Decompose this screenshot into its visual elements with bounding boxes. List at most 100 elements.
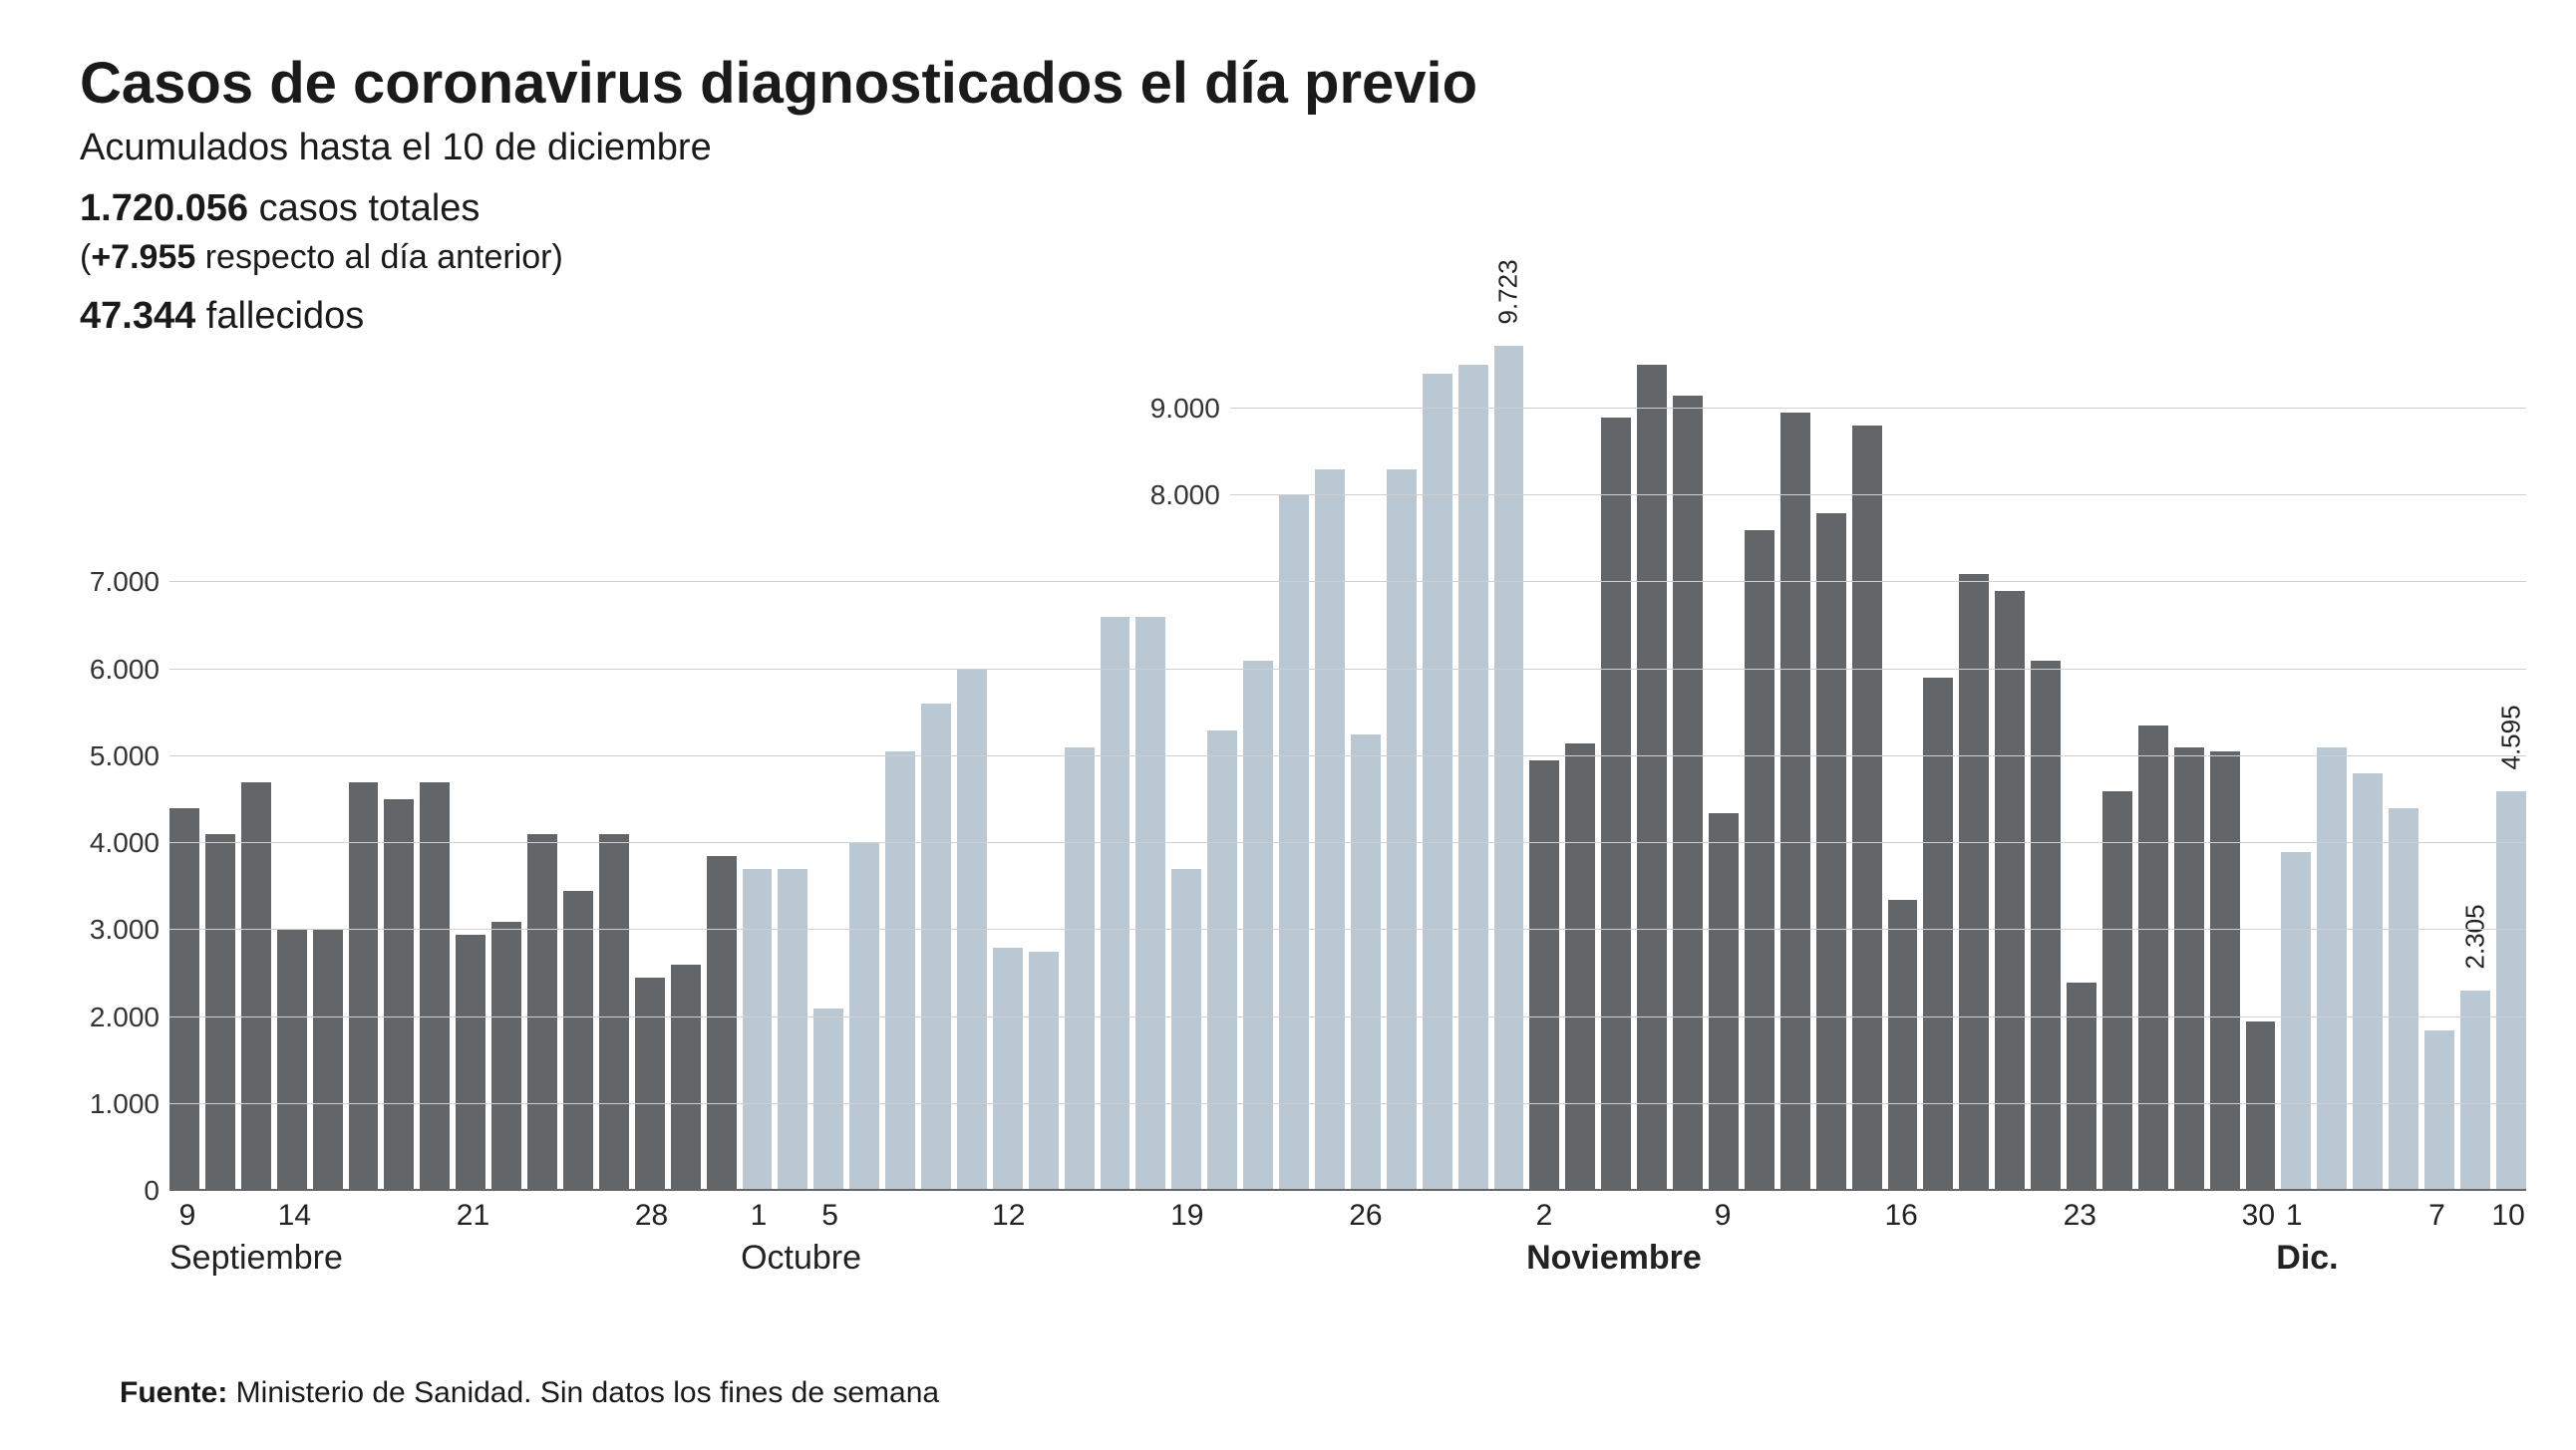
bar — [599, 834, 629, 1191]
gridline — [169, 929, 2526, 930]
bar — [1852, 426, 1882, 1191]
bar — [1243, 661, 1273, 1191]
bar — [1888, 900, 1918, 1191]
bar — [993, 948, 1023, 1191]
y-tick-label: 6.000 — [70, 654, 160, 686]
gridline — [1230, 494, 2526, 495]
y-tick-label: 9.000 — [1130, 393, 1220, 425]
bar — [2353, 773, 2383, 1191]
gridline — [169, 755, 2526, 756]
bar — [2210, 751, 2240, 1191]
bar — [1673, 396, 1703, 1191]
source-line: Fuente: Ministerio de Sanidad. Sin datos… — [120, 1376, 939, 1410]
bar — [420, 782, 450, 1191]
total-cases-num: 1.720.056 — [80, 187, 248, 229]
y-tick-label: 5.000 — [70, 740, 160, 772]
bar — [1351, 734, 1381, 1191]
x-tick-label: 9 — [179, 1199, 196, 1233]
bar-value-label: 9.723 — [1493, 259, 1524, 324]
bar — [2102, 791, 2132, 1191]
bar — [671, 965, 701, 1191]
x-month-label: Septiembre — [169, 1239, 343, 1278]
x-tick-label: 7 — [2428, 1199, 2445, 1233]
bar — [1959, 574, 1989, 1191]
bar — [2281, 852, 2311, 1191]
daily-change-line: (+7.955 respecto al día anterior) — [80, 238, 2496, 277]
bar — [1135, 617, 1165, 1191]
bar — [1387, 469, 1417, 1191]
y-tick-label: 4.000 — [70, 827, 160, 859]
daily-change-num: +7.955 — [91, 238, 195, 276]
bar — [1709, 813, 1739, 1192]
source-text: Ministerio de Sanidad. Sin datos los fin… — [236, 1376, 939, 1409]
y-tick-label: 8.000 — [1130, 479, 1220, 511]
gridline — [169, 1103, 2526, 1104]
x-tick-label: 14 — [278, 1199, 311, 1233]
source-bold: Fuente: — [120, 1376, 227, 1409]
bar — [1601, 418, 1631, 1191]
x-tick-label: 23 — [2064, 1199, 2096, 1233]
deaths-label: fallecidos — [206, 295, 364, 337]
bar — [778, 869, 807, 1191]
bar — [849, 843, 879, 1191]
bar — [707, 856, 737, 1191]
x-axis: 914212815121926291623301710SeptiembreOct… — [169, 1191, 2526, 1291]
x-tick-label: 19 — [1170, 1199, 1203, 1233]
bar — [1065, 747, 1095, 1191]
bar — [2389, 808, 2418, 1191]
bar — [527, 834, 557, 1191]
bar — [1171, 869, 1201, 1191]
x-tick-label: 21 — [457, 1199, 489, 1233]
bar: 2.305 — [2460, 991, 2490, 1191]
daily-change-label: respecto al día anterior) — [205, 238, 563, 276]
bar — [635, 978, 665, 1191]
bar — [1207, 730, 1237, 1191]
bar — [2138, 725, 2168, 1191]
bar — [1529, 760, 1559, 1191]
x-tick-label: 28 — [635, 1199, 668, 1233]
bar — [2067, 983, 2096, 1191]
chart-subtitle: Acumulados hasta el 10 de diciembre — [80, 127, 2496, 169]
gridline — [169, 669, 2526, 670]
bar — [885, 751, 915, 1191]
bars-container: 9.7232.3054.595 — [169, 339, 2526, 1191]
paren-open: ( — [80, 238, 91, 276]
bar — [169, 808, 199, 1191]
bar — [1995, 591, 2025, 1191]
bar — [1637, 365, 1667, 1191]
plot-area: 9.7232.3054.595 01.0002.0003.0004.0005.0… — [169, 339, 2526, 1191]
bar — [921, 704, 951, 1191]
gridline — [169, 842, 2526, 843]
bar — [563, 891, 593, 1191]
bar — [491, 922, 521, 1191]
x-month-label: Octubre — [741, 1239, 861, 1278]
bar — [1458, 365, 1488, 1191]
bar — [1101, 617, 1130, 1191]
x-tick-label: 2 — [1536, 1199, 1553, 1233]
y-tick-label: 1.000 — [70, 1088, 160, 1120]
total-cases-line: 1.720.056 casos totales — [80, 187, 2496, 230]
bar-value-label: 2.305 — [2459, 904, 2490, 969]
bar — [1565, 743, 1595, 1191]
bar — [313, 930, 343, 1191]
x-tick-label: 1 — [2286, 1199, 2303, 1233]
y-tick-label: 7.000 — [70, 566, 160, 598]
x-tick-label: 12 — [992, 1199, 1025, 1233]
bar — [2424, 1030, 2454, 1191]
bar — [241, 782, 271, 1191]
bar — [384, 799, 414, 1191]
x-tick-label: 30 — [2242, 1199, 2275, 1233]
bar — [1029, 952, 1059, 1191]
y-tick-label: 0 — [70, 1175, 160, 1207]
x-month-label: Dic. — [2276, 1239, 2338, 1278]
deaths-num: 47.344 — [80, 295, 195, 337]
bar — [349, 782, 379, 1191]
y-tick-label: 3.000 — [70, 914, 160, 946]
x-tick-label: 10 — [2491, 1199, 2524, 1233]
x-tick-label: 9 — [1715, 1199, 1732, 1233]
x-tick-label: 16 — [1884, 1199, 1917, 1233]
bar — [2317, 747, 2347, 1191]
bar — [2246, 1021, 2276, 1191]
bar — [813, 1009, 843, 1191]
x-tick-label: 1 — [751, 1199, 768, 1233]
